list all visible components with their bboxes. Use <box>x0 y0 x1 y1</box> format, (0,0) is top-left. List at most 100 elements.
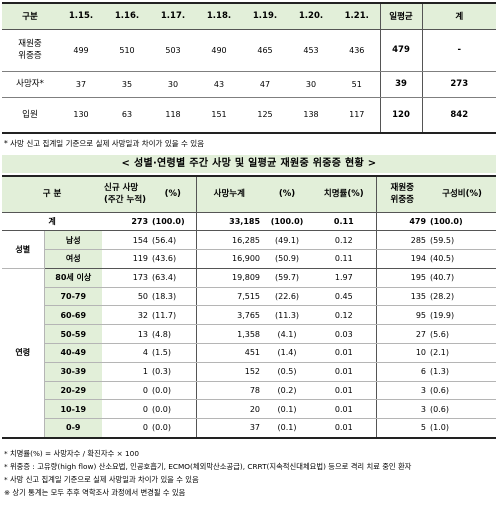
detail-table-header: 구 분 신규 사망 (주간 누적) (%) 사망누계 (%) 치명률(%) 재원… <box>2 175 497 213</box>
cell: 273 <box>102 212 151 232</box>
cell: 0.01 <box>312 343 377 363</box>
cell: 3,765 <box>195 305 263 326</box>
cell: (59.5) <box>428 230 497 251</box>
cell: 5 <box>376 418 429 439</box>
cell: 151 <box>196 97 242 134</box>
cell: (28.2) <box>428 287 497 307</box>
cell: (1.3) <box>428 362 497 382</box>
cell: 32 <box>102 305 151 326</box>
cell: (100.0) <box>150 212 197 232</box>
header-date: 1.18. <box>196 2 242 30</box>
cell: 4 <box>102 343 151 363</box>
row-label: 남성 <box>44 230 103 251</box>
header-percent: (%) <box>262 175 313 213</box>
header-date: 1.16. <box>104 2 150 30</box>
cell: 30 <box>288 71 334 98</box>
cell: (4.8) <box>150 324 197 345</box>
cell: 16,285 <box>195 230 263 251</box>
total-cell: 842 <box>422 97 496 134</box>
footnote: * 위중증 : 고유량(high flow) 산소요법, 인공호흡기, ECMO… <box>4 462 412 471</box>
row-label: 20-29 <box>44 381 103 401</box>
cell: 194 <box>376 249 429 269</box>
cell: (2.1) <box>428 343 497 363</box>
table-row: 10-19 0 (0.0) 20 (0.1) 0.01 3 (0.6) <box>2 399 497 420</box>
cell: 20 <box>195 399 263 420</box>
group-label-sex: 성별 <box>2 230 45 269</box>
row-label: 50-59 <box>44 324 103 345</box>
header-date: 1.15. <box>58 2 104 30</box>
header-category: 구분 <box>2 2 58 30</box>
row-label: 40-49 <box>44 343 103 363</box>
cell: (18.3) <box>150 287 197 307</box>
row-label: 60-69 <box>44 305 103 326</box>
cell: (0.1) <box>262 418 313 439</box>
cell: 19,809 <box>195 268 263 288</box>
cell: 195 <box>376 268 429 288</box>
cell: 152 <box>195 362 263 382</box>
row-label: 입원 <box>2 97 58 134</box>
cell: (50.9) <box>262 249 313 269</box>
cell: 0.11 <box>312 212 377 232</box>
header-severe: 재원중 위중증 <box>376 175 429 213</box>
row-label: 여성 <box>44 249 103 269</box>
cell: 47 <box>242 71 288 98</box>
table-row: 사망자* 37 35 30 43 47 30 51 39 273 <box>2 71 496 98</box>
header-date: 1.20. <box>288 2 334 30</box>
cell: 0.01 <box>312 418 377 439</box>
total-row: 계 273 (100.0) 33,185 (100.0) 0.11 479 (1… <box>2 212 497 232</box>
cell: 0 <box>102 418 151 439</box>
cell: (0.2) <box>262 381 313 401</box>
cell: (19.9) <box>428 305 497 326</box>
cell: 63 <box>104 97 150 134</box>
cell: 27 <box>376 324 429 345</box>
cell: 50 <box>102 287 151 307</box>
cell: (0.0) <box>150 381 197 401</box>
cell: (40.5) <box>428 249 497 269</box>
footnotes: * 치명률(%) = 사망자수 / 확진자수 × 100 * 위중증 : 고유량… <box>4 447 411 499</box>
cell: (0.1) <box>262 399 313 420</box>
average-cell: 120 <box>379 97 423 134</box>
header-fatality-rate: 치명률(%) <box>312 175 377 213</box>
cell: (0.0) <box>150 399 197 420</box>
cell: 0.01 <box>312 399 377 420</box>
cell: (22.6) <box>262 287 313 307</box>
cell: 173 <box>102 268 151 288</box>
cell: 51 <box>334 71 380 98</box>
cell: 3 <box>376 381 429 401</box>
cell: 499 <box>58 29 104 72</box>
table-row: 70-79 50 (18.3) 7,515 (22.6) 0.45 135 (2… <box>2 287 497 307</box>
header-composition: 구성비(%) <box>428 175 497 213</box>
header-date: 1.17. <box>150 2 196 30</box>
cell: 16,900 <box>195 249 263 269</box>
row-label: 70-79 <box>44 287 103 307</box>
table-row: 30-39 1 (0.3) 152 (0.5) 0.01 6 (1.3) <box>2 362 497 382</box>
cell: (63.4) <box>150 268 197 288</box>
cell: 33,185 <box>195 212 263 232</box>
cell: (0.6) <box>428 381 497 401</box>
cell: 436 <box>334 29 380 72</box>
cell: (0.6) <box>428 399 497 420</box>
table-row: 연령 80세 이상 173 (63.4) 19,809 (59.7) 1.97 … <box>2 268 497 439</box>
cell: (56.4) <box>150 230 197 251</box>
cell: 125 <box>242 97 288 134</box>
total-cell: 273 <box>422 71 496 98</box>
cell: 0.01 <box>312 381 377 401</box>
cell: (4.1) <box>262 324 313 345</box>
cell: 0.45 <box>312 287 377 307</box>
cell: (1.4) <box>262 343 313 363</box>
cell: 0.01 <box>312 362 377 382</box>
table-row: 0-9 0 (0.0) 37 (0.1) 0.01 5 (1.0) <box>2 418 497 439</box>
row-label: 계 <box>2 212 103 232</box>
cell: 510 <box>104 29 150 72</box>
header-cumulative-deaths: 사망누계 <box>195 175 263 213</box>
cell: (0.5) <box>262 362 313 382</box>
sex-age-table: 구 분 신규 사망 (주간 누적) (%) 사망누계 (%) 치명률(%) 재원… <box>2 175 497 439</box>
cell: (49.1) <box>262 230 313 251</box>
section-title: < 성별·연령별 주간 사망 및 일평균 재원중 위중증 현황 > <box>2 155 496 173</box>
header-new-deaths: 신규 사망 (주간 누적) <box>102 175 151 213</box>
cell: 0 <box>102 399 151 420</box>
cell: 138 <box>288 97 334 134</box>
cell: 135 <box>376 287 429 307</box>
cell: (100.0) <box>262 212 313 232</box>
table-row: 성별 남성 154 (56.4) 16,285 (49.1) 0.12 285 … <box>2 230 497 269</box>
